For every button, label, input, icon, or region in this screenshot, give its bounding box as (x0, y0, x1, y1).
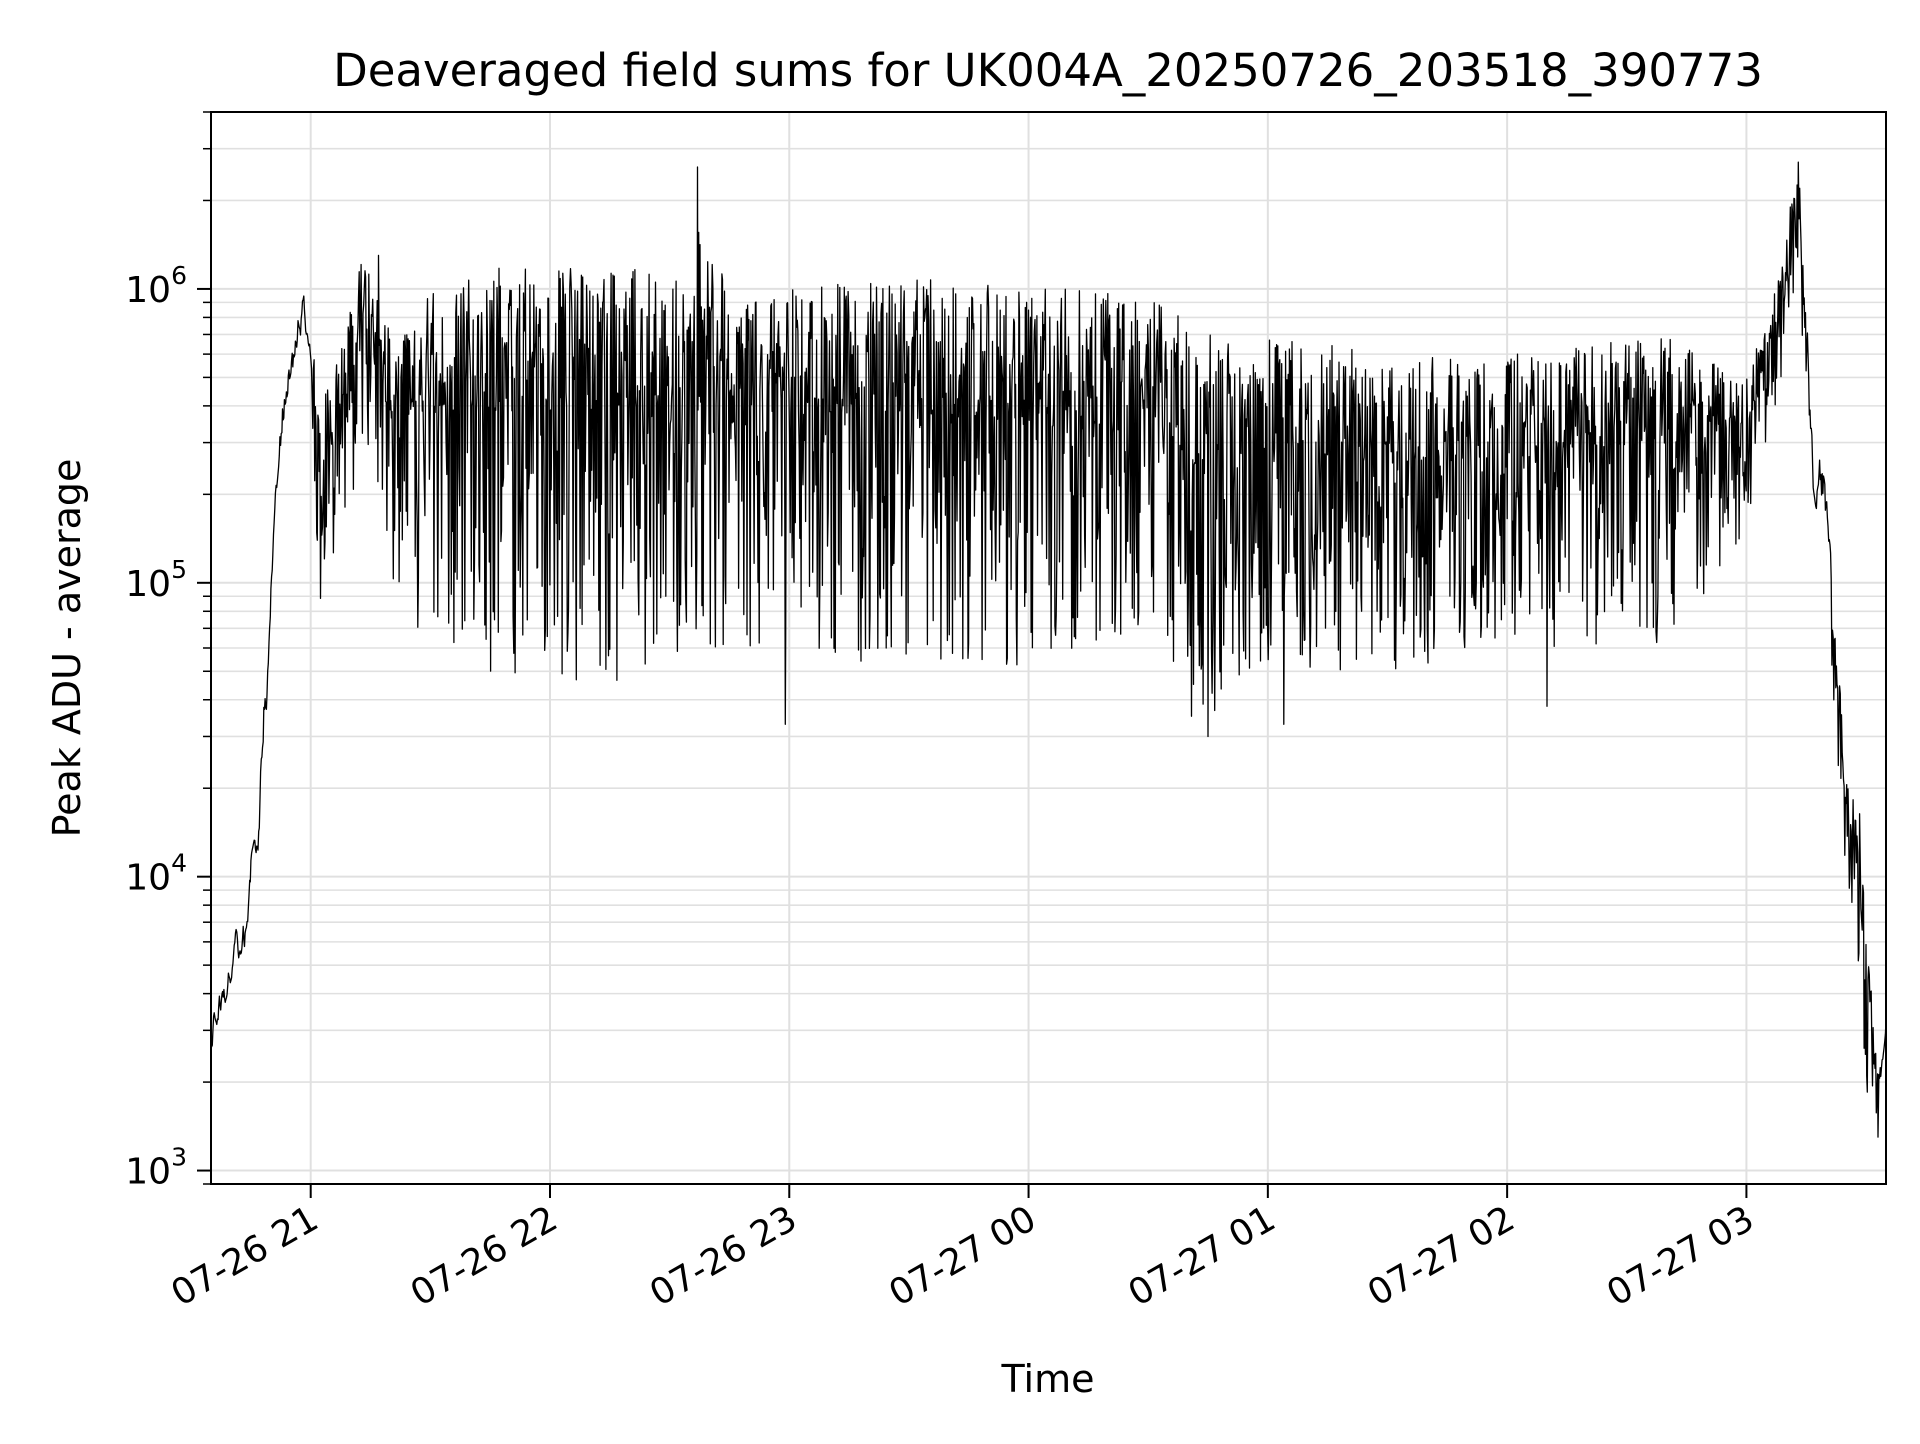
y-tick-label: 105 (125, 555, 187, 605)
series-layer (210, 161, 1887, 1138)
series-line (210, 161, 1887, 1138)
y-tick-label: 103 (125, 1143, 187, 1193)
y-tick-label: 104 (125, 849, 187, 899)
y-tick-label: 106 (125, 261, 187, 311)
chart-title: Deaveraged field sums for UK004A_2025072… (333, 44, 1763, 97)
y-axis-label: Peak ADU - average (45, 459, 89, 838)
x-axis-label: Time (1001, 1357, 1095, 1401)
